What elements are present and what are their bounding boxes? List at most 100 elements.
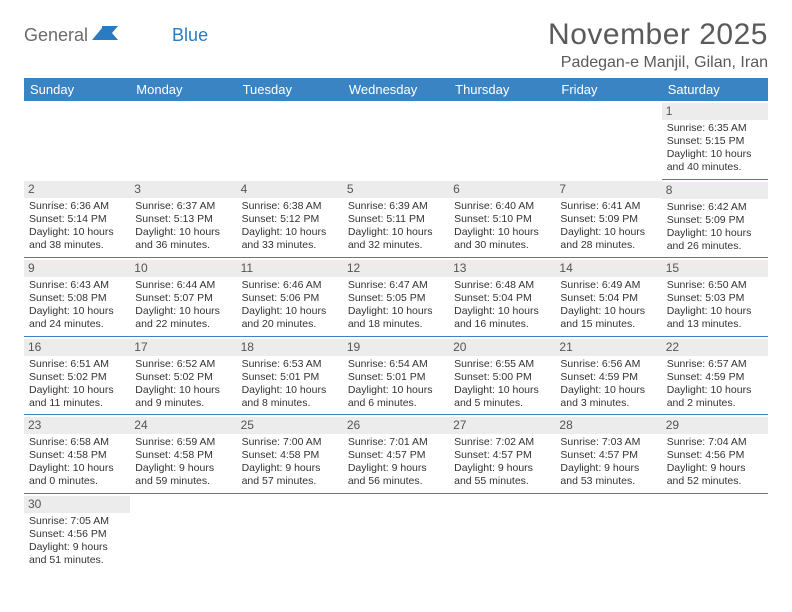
calendar-cell xyxy=(237,493,343,571)
day-details: Sunrise: 6:38 AMSunset: 5:12 PMDaylight:… xyxy=(241,200,339,253)
day-details: Sunrise: 6:48 AMSunset: 5:04 PMDaylight:… xyxy=(453,279,551,332)
day-number: 10 xyxy=(130,260,236,277)
day-number: 21 xyxy=(555,339,661,356)
calendar-row: 30Sunrise: 7:05 AMSunset: 4:56 PMDayligh… xyxy=(24,493,768,571)
day-number: 3 xyxy=(130,181,236,198)
title-block: November 2025 Padegan-e Manjil, Gilan, I… xyxy=(548,18,768,72)
day-number: 29 xyxy=(662,417,768,434)
day-details: Sunrise: 7:01 AMSunset: 4:57 PMDaylight:… xyxy=(347,436,445,489)
day-details: Sunrise: 6:40 AMSunset: 5:10 PMDaylight:… xyxy=(453,200,551,253)
calendar-cell xyxy=(662,493,768,571)
calendar-cell: 29 Sunrise: 7:04 AMSunset: 4:56 PMDayligh… xyxy=(662,415,768,494)
weekday-header-row: SundayMondayTuesdayWednesdayThursdayFrid… xyxy=(24,78,768,101)
calendar-cell: 21 Sunrise: 6:56 AMSunset: 4:59 PMDayligh… xyxy=(555,336,661,415)
day-number: 7 xyxy=(555,181,661,198)
day-details: Sunrise: 6:57 AMSunset: 4:59 PMDaylight:… xyxy=(666,358,764,411)
day-details: Sunrise: 6:43 AMSunset: 5:08 PMDaylight:… xyxy=(28,279,126,332)
weekday-header: Saturday xyxy=(662,78,768,101)
day-number: 1 xyxy=(662,103,768,120)
brand-word2: Blue xyxy=(172,25,208,45)
day-number: 4 xyxy=(237,181,343,198)
day-details: Sunrise: 6:42 AMSunset: 5:09 PMDaylight:… xyxy=(666,201,764,254)
calendar-row: 1 Sunrise: 6:35 AMSunset: 5:15 PMDaylight… xyxy=(24,101,768,179)
day-details: Sunrise: 6:39 AMSunset: 5:11 PMDaylight:… xyxy=(347,200,445,253)
day-number: 9 xyxy=(24,260,130,277)
calendar-cell: 27 Sunrise: 7:02 AMSunset: 4:57 PMDayligh… xyxy=(449,415,555,494)
brand-logo: General Blue xyxy=(24,18,208,47)
day-details: Sunrise: 6:49 AMSunset: 5:04 PMDaylight:… xyxy=(559,279,657,332)
calendar-cell: 20Sunrise: 6:55 AMSunset: 5:00 PMDayligh… xyxy=(449,336,555,415)
calendar-row: 16 Sunrise: 6:51 AMSunset: 5:02 PMDayligh… xyxy=(24,336,768,415)
calendar-body: 1 Sunrise: 6:35 AMSunset: 5:15 PMDaylight… xyxy=(24,101,768,571)
calendar-cell: 15Sunrise: 6:50 AMSunset: 5:03 PMDayligh… xyxy=(662,258,768,337)
calendar-cell: 6 Sunrise: 6:40 AMSunset: 5:10 PMDaylight… xyxy=(449,179,555,258)
day-details: Sunrise: 6:47 AMSunset: 5:05 PMDaylight:… xyxy=(347,279,445,332)
day-number: 30 xyxy=(24,496,130,513)
weekday-header: Tuesday xyxy=(237,78,343,101)
day-number: 15 xyxy=(662,260,768,277)
calendar-cell xyxy=(237,101,343,179)
day-details: Sunrise: 7:02 AMSunset: 4:57 PMDaylight:… xyxy=(453,436,551,489)
calendar-cell: 23 Sunrise: 6:58 AMSunset: 4:58 PMDayligh… xyxy=(24,415,130,494)
day-number: 28 xyxy=(555,417,661,434)
day-details: Sunrise: 6:52 AMSunset: 5:02 PMDaylight:… xyxy=(134,358,232,411)
day-number: 24 xyxy=(130,417,236,434)
calendar-cell: 5 Sunrise: 6:39 AMSunset: 5:11 PMDaylight… xyxy=(343,179,449,258)
month-title: November 2025 xyxy=(548,18,768,52)
calendar-cell: 3 Sunrise: 6:37 AMSunset: 5:13 PMDaylight… xyxy=(130,179,236,258)
day-details: Sunrise: 6:56 AMSunset: 4:59 PMDaylight:… xyxy=(559,358,657,411)
day-number: 14 xyxy=(555,260,661,277)
day-number: 12 xyxy=(343,260,449,277)
day-number: 18 xyxy=(237,339,343,356)
calendar-cell xyxy=(555,101,661,179)
day-number: 6 xyxy=(449,181,555,198)
day-number: 23 xyxy=(24,417,130,434)
calendar-cell: 24Sunrise: 6:59 AMSunset: 4:58 PMDayligh… xyxy=(130,415,236,494)
location-text: Padegan-e Manjil, Gilan, Iran xyxy=(548,54,768,72)
weekday-header: Friday xyxy=(555,78,661,101)
weekday-header: Monday xyxy=(130,78,236,101)
calendar-cell xyxy=(343,101,449,179)
calendar-cell: 22 Sunrise: 6:57 AMSunset: 4:59 PMDayligh… xyxy=(662,336,768,415)
day-number: 19 xyxy=(343,339,449,356)
calendar-cell xyxy=(449,493,555,571)
weekday-header: Thursday xyxy=(449,78,555,101)
day-details: Sunrise: 7:04 AMSunset: 4:56 PMDaylight:… xyxy=(666,436,764,489)
day-number: 5 xyxy=(343,181,449,198)
day-details: Sunrise: 6:41 AMSunset: 5:09 PMDaylight:… xyxy=(559,200,657,253)
calendar-cell xyxy=(130,101,236,179)
weekday-header: Wednesday xyxy=(343,78,449,101)
day-details: Sunrise: 6:54 AMSunset: 5:01 PMDaylight:… xyxy=(347,358,445,411)
page-header: General Blue November 2025 Padegan-e Man… xyxy=(24,18,768,72)
calendar-cell: 9 Sunrise: 6:43 AMSunset: 5:08 PMDaylight… xyxy=(24,258,130,337)
calendar-table: SundayMondayTuesdayWednesdayThursdayFrid… xyxy=(24,78,768,571)
day-number: 27 xyxy=(449,417,555,434)
day-details: Sunrise: 6:51 AMSunset: 5:02 PMDaylight:… xyxy=(28,358,126,411)
day-number: 22 xyxy=(662,339,768,356)
day-number: 8 xyxy=(662,182,768,199)
day-details: Sunrise: 7:03 AMSunset: 4:57 PMDaylight:… xyxy=(559,436,657,489)
calendar-cell xyxy=(130,493,236,571)
calendar-row: 9 Sunrise: 6:43 AMSunset: 5:08 PMDaylight… xyxy=(24,258,768,337)
calendar-cell: 19 Sunrise: 6:54 AMSunset: 5:01 PMDayligh… xyxy=(343,336,449,415)
calendar-cell: 2Sunrise: 6:36 AMSunset: 5:14 PMDaylight… xyxy=(24,179,130,258)
calendar-cell: 18Sunrise: 6:53 AMSunset: 5:01 PMDayligh… xyxy=(237,336,343,415)
day-number: 16 xyxy=(24,339,130,356)
day-number: 11 xyxy=(237,260,343,277)
day-details: Sunrise: 6:37 AMSunset: 5:13 PMDaylight:… xyxy=(134,200,232,253)
calendar-cell: 14 Sunrise: 6:49 AMSunset: 5:04 PMDayligh… xyxy=(555,258,661,337)
calendar-cell: 25Sunrise: 7:00 AMSunset: 4:58 PMDayligh… xyxy=(237,415,343,494)
day-number: 13 xyxy=(449,260,555,277)
brand-word1: General xyxy=(24,25,88,46)
calendar-cell: 30Sunrise: 7:05 AMSunset: 4:56 PMDayligh… xyxy=(24,493,130,571)
day-details: Sunrise: 6:35 AMSunset: 5:15 PMDaylight:… xyxy=(666,122,764,175)
calendar-cell xyxy=(555,493,661,571)
calendar-cell: 12 Sunrise: 6:47 AMSunset: 5:05 PMDayligh… xyxy=(343,258,449,337)
calendar-cell xyxy=(449,101,555,179)
calendar-cell: 1 Sunrise: 6:35 AMSunset: 5:15 PMDaylight… xyxy=(662,101,768,179)
calendar-cell xyxy=(343,493,449,571)
day-details: Sunrise: 6:58 AMSunset: 4:58 PMDaylight:… xyxy=(28,436,126,489)
calendar-cell: 11Sunrise: 6:46 AMSunset: 5:06 PMDayligh… xyxy=(237,258,343,337)
day-details: Sunrise: 7:00 AMSunset: 4:58 PMDaylight:… xyxy=(241,436,339,489)
calendar-cell: 16 Sunrise: 6:51 AMSunset: 5:02 PMDayligh… xyxy=(24,336,130,415)
